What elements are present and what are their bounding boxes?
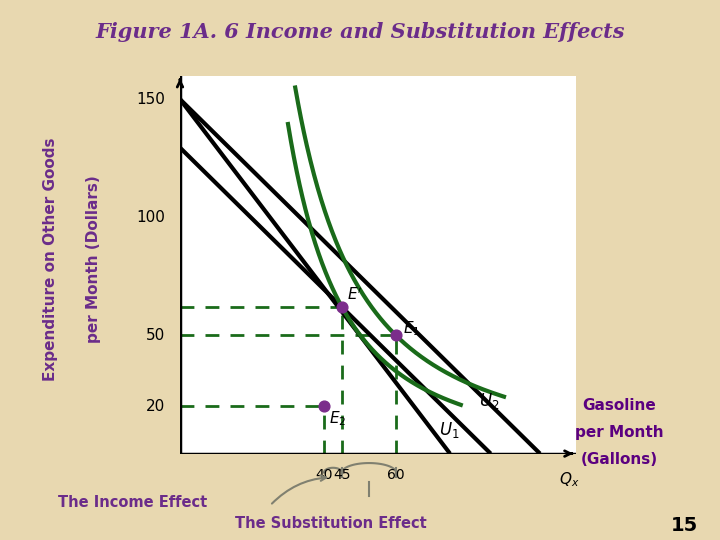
Text: 40: 40 (315, 468, 333, 482)
Text: 60: 60 (387, 468, 405, 482)
Text: per Month (Dollars): per Month (Dollars) (86, 176, 101, 343)
Text: Gasoline: Gasoline (582, 397, 656, 413)
Text: The Substitution Effect: The Substitution Effect (235, 516, 427, 531)
Text: per Month: per Month (575, 424, 664, 440)
Text: 100: 100 (137, 210, 166, 225)
Text: 45: 45 (333, 468, 351, 482)
Text: $U_1$: $U_1$ (439, 420, 460, 440)
Point (336, 303, 348, 312)
Text: Expenditure on Other Goods: Expenditure on Other Goods (43, 138, 58, 381)
Text: 50: 50 (146, 328, 166, 343)
Text: $E_1$: $E_1$ (403, 319, 420, 338)
Text: $U_2$: $U_2$ (479, 392, 499, 411)
Text: $Q_x$: $Q_x$ (559, 470, 579, 489)
Point (390, 331, 402, 340)
Text: The Income Effect: The Income Effect (58, 495, 207, 510)
Point (318, 402, 330, 410)
Text: (Gallons): (Gallons) (580, 451, 658, 467)
Text: 15: 15 (671, 516, 698, 535)
Text: 150: 150 (137, 92, 166, 107)
Text: $E'$: $E'$ (347, 286, 363, 303)
Text: 20: 20 (146, 399, 166, 414)
Text: $E_2$: $E_2$ (329, 409, 347, 428)
Text: Figure 1A. 6 Income and Substitution Effects: Figure 1A. 6 Income and Substitution Eff… (95, 22, 625, 43)
